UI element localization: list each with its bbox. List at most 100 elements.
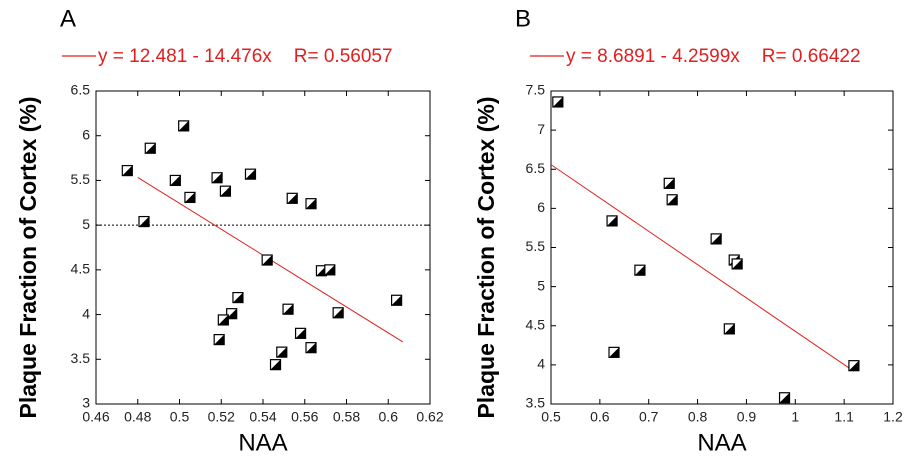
y-tick-label: 7 [537,121,545,137]
point-fill [178,120,189,131]
point-fill [184,192,195,203]
equation: y = 12.481 - 14.476x [98,46,272,67]
point-fill [634,265,645,276]
point-fill [287,193,298,204]
y-tick-label: 6 [82,126,90,142]
point-fill [609,347,620,358]
point-fill [276,347,287,358]
data-point [144,142,156,154]
point-fill [607,215,618,226]
y-tick-label: 4.5 [526,316,546,332]
y-tick-label: 5 [82,216,90,232]
data-point [286,192,298,204]
plot-frame [550,90,894,405]
r-value: R= 0.56057 [294,46,393,67]
point-fill [139,216,150,227]
data-point [710,233,722,245]
y-tick-label: 5.5 [526,238,546,254]
data-point [324,264,336,276]
point-fill [220,186,231,197]
x-axis-label: NAA [238,429,287,456]
x-tick-label: 0.58 [333,409,360,425]
y-tick-label: 4 [537,356,545,372]
point-fill [170,175,181,186]
data-point [391,294,403,306]
data-point [213,334,225,346]
data-point [211,172,223,184]
data-point [276,346,288,358]
y-tick-label: 4 [82,305,90,321]
data-point [663,177,675,189]
data-point [169,174,181,187]
point-fill [212,172,223,183]
data-point [138,215,150,228]
point-fill [324,264,335,275]
data-point [666,194,678,206]
point-fill [262,255,273,266]
point-fill [724,323,735,334]
point-fill [316,265,327,276]
panel-label: B [515,5,531,32]
point-fill [226,308,237,319]
point-fill [232,292,243,303]
data-point [244,168,257,180]
r-value: R= 0.66422 [762,46,861,67]
data-point [282,303,294,315]
x-tick-label: 0.6 [379,409,399,425]
x-axis-label: NAA [697,429,746,456]
x-tick-label: 0.7 [639,409,659,425]
data-point [184,191,196,204]
data-point [219,185,232,197]
data-point [723,323,735,335]
y-tick-label: 6.5 [71,82,91,98]
x-tick-label: 0.48 [124,409,151,425]
panel-label: A [60,5,76,32]
point-fill [552,96,563,107]
point-fill [391,295,402,306]
point-fill [779,392,790,403]
point-fill [283,304,294,315]
y-axis-label: Plaque Fraction of Cortex (%) [15,96,41,418]
y-axis-label: Plaque Fraction of Cortex (%) [473,96,499,418]
y-tick-label: 5.5 [71,171,91,187]
point-fill [295,328,306,339]
y-tick-label: 4.5 [71,261,91,277]
fit-line [550,164,855,372]
data-point [269,359,282,371]
x-tick-label: 0.8 [688,409,708,425]
point-fill [306,198,317,209]
data-point [232,291,244,304]
data-point [606,215,618,227]
point-fill [122,165,133,176]
equation: y = 8.6891 - 4.2599x [566,46,740,67]
data-point [552,96,564,108]
point-fill [145,143,156,154]
data-point [778,392,791,404]
data-point [848,360,860,372]
data-point [121,164,133,177]
point-fill [711,233,722,244]
y-tick-label: 6 [537,199,545,215]
point-fill [664,178,675,189]
data-point [226,308,238,320]
data-point [608,346,620,358]
y-tick-label: 6.5 [526,160,546,176]
x-tick-label: 1 [791,409,799,425]
x-tick-label: 0.54 [249,409,276,425]
x-tick-label: 0.5 [541,409,561,425]
x-tick-label: 0.6 [590,409,610,425]
data-point [305,198,317,210]
y-tick-label: 5 [537,277,545,293]
point-fill [245,169,256,180]
data-point [294,327,307,339]
x-tick-label: 1.1 [834,409,854,425]
point-fill [848,360,859,371]
point-fill [306,342,317,353]
plot-frame [95,90,431,405]
data-point [261,254,273,266]
point-fill [214,334,225,345]
point-fill [667,194,678,205]
y-tick-label: 3.5 [71,350,91,366]
point-fill [732,258,743,269]
point-fill [333,307,344,318]
